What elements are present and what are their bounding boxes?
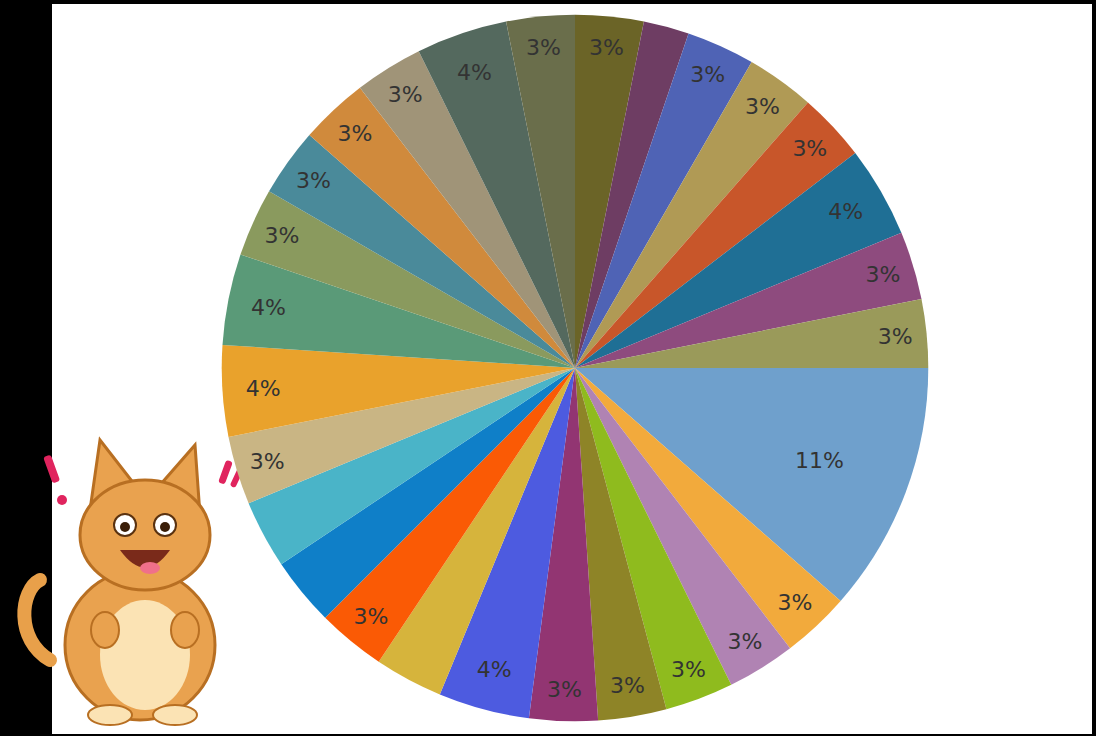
svg-text:4%: 4% [828, 199, 863, 224]
svg-text:3%: 3% [745, 94, 780, 119]
svg-text:3%: 3% [610, 673, 645, 698]
svg-text:3%: 3% [589, 35, 624, 60]
svg-text:3%: 3% [264, 223, 299, 248]
svg-text:3%: 3% [878, 324, 913, 349]
svg-text:4%: 4% [246, 376, 281, 401]
svg-text:3%: 3% [250, 449, 285, 474]
svg-text:4%: 4% [457, 60, 492, 85]
svg-text:4%: 4% [251, 295, 286, 320]
svg-text:3%: 3% [777, 590, 812, 615]
svg-text:3%: 3% [865, 262, 900, 287]
svg-text:11%: 11% [795, 448, 844, 473]
svg-text:4%: 4% [477, 657, 512, 682]
svg-text:3%: 3% [792, 136, 827, 161]
svg-text:3%: 3% [526, 35, 561, 60]
svg-text:3%: 3% [671, 657, 706, 682]
svg-text:3%: 3% [727, 629, 762, 654]
svg-text:3%: 3% [338, 121, 373, 146]
svg-text:3%: 3% [353, 604, 388, 629]
svg-text:3%: 3% [690, 62, 725, 87]
svg-text:3%: 3% [296, 168, 331, 193]
svg-text:3%: 3% [388, 82, 423, 107]
svg-text:3%: 3% [547, 677, 582, 702]
